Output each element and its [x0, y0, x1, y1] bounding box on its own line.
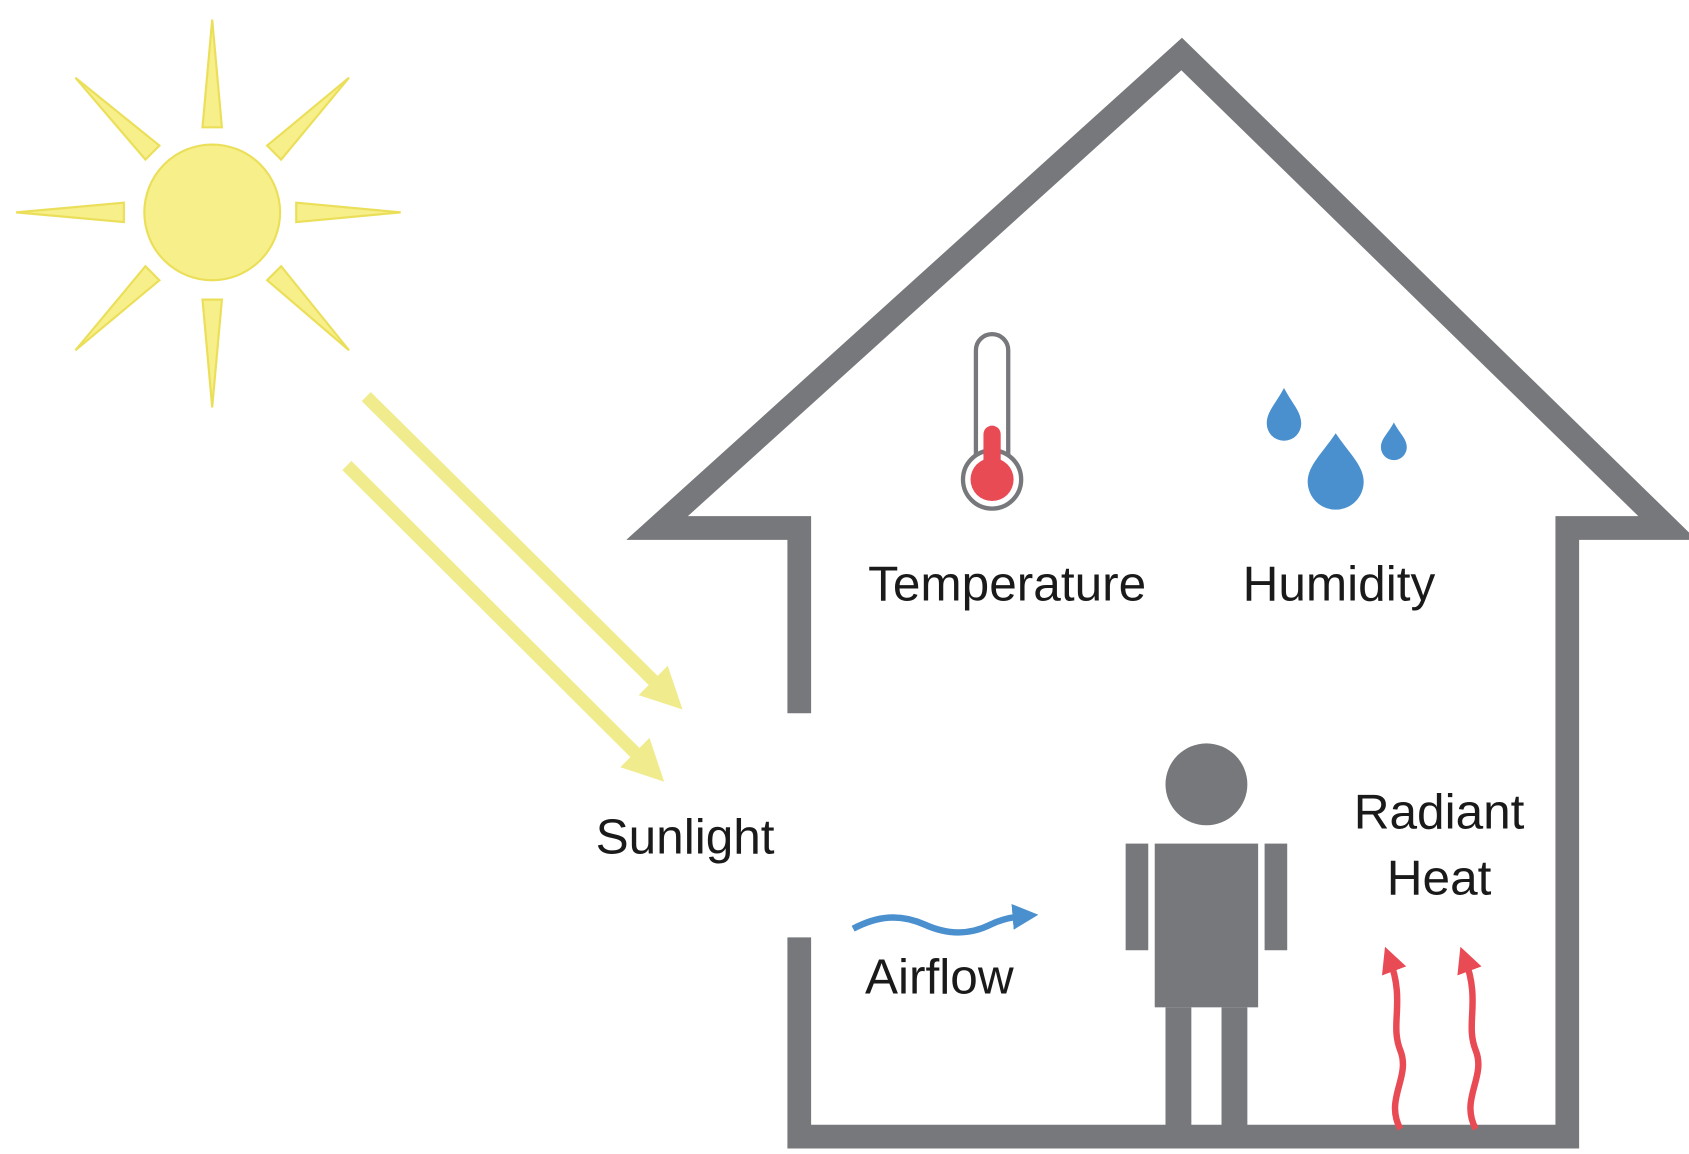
sun	[16, 19, 401, 408]
radiant-heat-label: Radiant	[1354, 785, 1525, 840]
sun-rays	[342, 391, 683, 782]
house	[626, 37, 1689, 1149]
humidity-label: Humidity	[1243, 556, 1436, 611]
temperature-label: Temperature	[868, 556, 1146, 611]
humidity-drops	[1266, 387, 1407, 510]
airflow-arrow	[851, 903, 1039, 936]
airflow-label: Airflow	[865, 949, 1014, 1004]
radiant-heat-label: Heat	[1387, 850, 1492, 905]
thermometer	[960, 331, 1024, 511]
person	[1125, 743, 1288, 1132]
sunlight-label: Sunlight	[596, 809, 775, 864]
heat-arrows	[1381, 946, 1482, 1131]
